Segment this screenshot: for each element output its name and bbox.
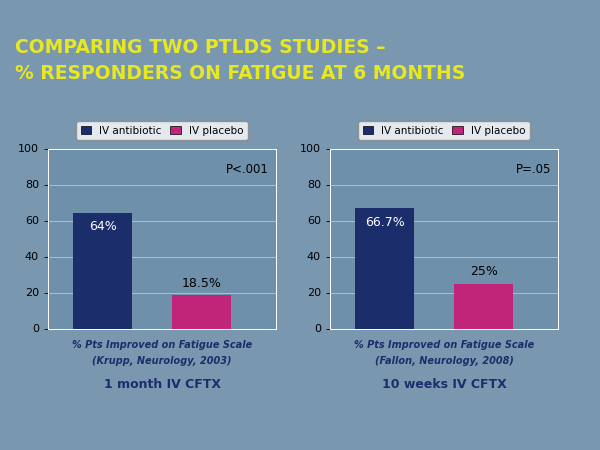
Legend: IV antibiotic, IV placebo: IV antibiotic, IV placebo bbox=[76, 122, 248, 140]
Bar bbox=[454, 284, 514, 328]
Text: P=.05: P=.05 bbox=[515, 163, 551, 176]
Text: 25%: 25% bbox=[470, 265, 497, 278]
Text: 64%: 64% bbox=[89, 220, 116, 234]
Text: 10 weeks IV CFTX: 10 weeks IV CFTX bbox=[382, 378, 506, 391]
Text: % Pts Improved on Fatigue Scale: % Pts Improved on Fatigue Scale bbox=[354, 340, 534, 350]
Bar bbox=[73, 213, 132, 328]
Text: (Fallon, Neurology, 2008): (Fallon, Neurology, 2008) bbox=[374, 356, 514, 365]
Text: % Pts Improved on Fatigue Scale: % Pts Improved on Fatigue Scale bbox=[72, 340, 252, 350]
Text: COMPARING TWO PTLDS STUDIES –
% RESPONDERS ON FATIGUE AT 6 MONTHS: COMPARING TWO PTLDS STUDIES – % RESPONDE… bbox=[15, 38, 465, 83]
Text: 1 month IV CFTX: 1 month IV CFTX bbox=[104, 378, 221, 391]
Bar bbox=[172, 295, 232, 328]
Text: (Krupp, Neurology, 2003): (Krupp, Neurology, 2003) bbox=[92, 356, 232, 365]
Text: 66.7%: 66.7% bbox=[365, 216, 404, 229]
Legend: IV antibiotic, IV placebo: IV antibiotic, IV placebo bbox=[358, 122, 530, 140]
Text: 18.5%: 18.5% bbox=[182, 277, 221, 290]
Text: P<.001: P<.001 bbox=[226, 163, 269, 176]
Bar bbox=[355, 208, 414, 328]
